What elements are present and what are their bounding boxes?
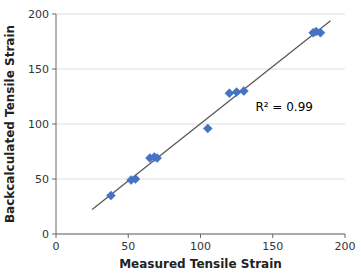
point xyxy=(153,154,162,163)
point xyxy=(232,88,241,97)
tick xyxy=(52,14,56,15)
tick-label: 0 xyxy=(42,228,49,241)
grid-line xyxy=(56,69,345,70)
tick-label: 100 xyxy=(190,240,211,253)
tick xyxy=(52,179,56,180)
y-axis-label: Backcalculated Tensile Strain xyxy=(3,25,17,223)
tick-label: 150 xyxy=(262,240,283,253)
tick-label: 200 xyxy=(335,240,356,253)
grid-line xyxy=(56,179,345,180)
plot-area xyxy=(92,21,330,210)
point xyxy=(131,175,140,184)
trend-line xyxy=(92,21,330,210)
grid-line xyxy=(56,234,345,235)
point xyxy=(239,87,248,96)
y-axis xyxy=(56,14,57,234)
tick-label: 50 xyxy=(35,173,49,186)
tick-label: 50 xyxy=(121,240,135,253)
x-axis-label: Measured Tensile Strain xyxy=(119,257,282,271)
tick xyxy=(52,69,56,70)
grid-line xyxy=(56,14,345,15)
tick xyxy=(272,234,273,238)
point xyxy=(316,28,325,37)
point xyxy=(203,124,212,133)
point xyxy=(106,191,115,200)
tick xyxy=(200,234,201,238)
point xyxy=(225,89,234,98)
tick xyxy=(52,124,56,125)
tick xyxy=(128,234,129,238)
tick-label: 0 xyxy=(53,240,60,253)
tick xyxy=(52,234,56,235)
tick xyxy=(56,234,57,238)
x-axis xyxy=(56,234,345,235)
tick xyxy=(345,234,346,238)
chart: 0 50 100 150 200 0 50 100 150 200 Measured Tensile… xyxy=(0,0,361,276)
tick-label: 200 xyxy=(28,8,49,21)
tick-label: 150 xyxy=(28,63,49,76)
annotation: R² = 0.99 xyxy=(255,100,313,114)
tick-label: 100 xyxy=(28,118,49,131)
